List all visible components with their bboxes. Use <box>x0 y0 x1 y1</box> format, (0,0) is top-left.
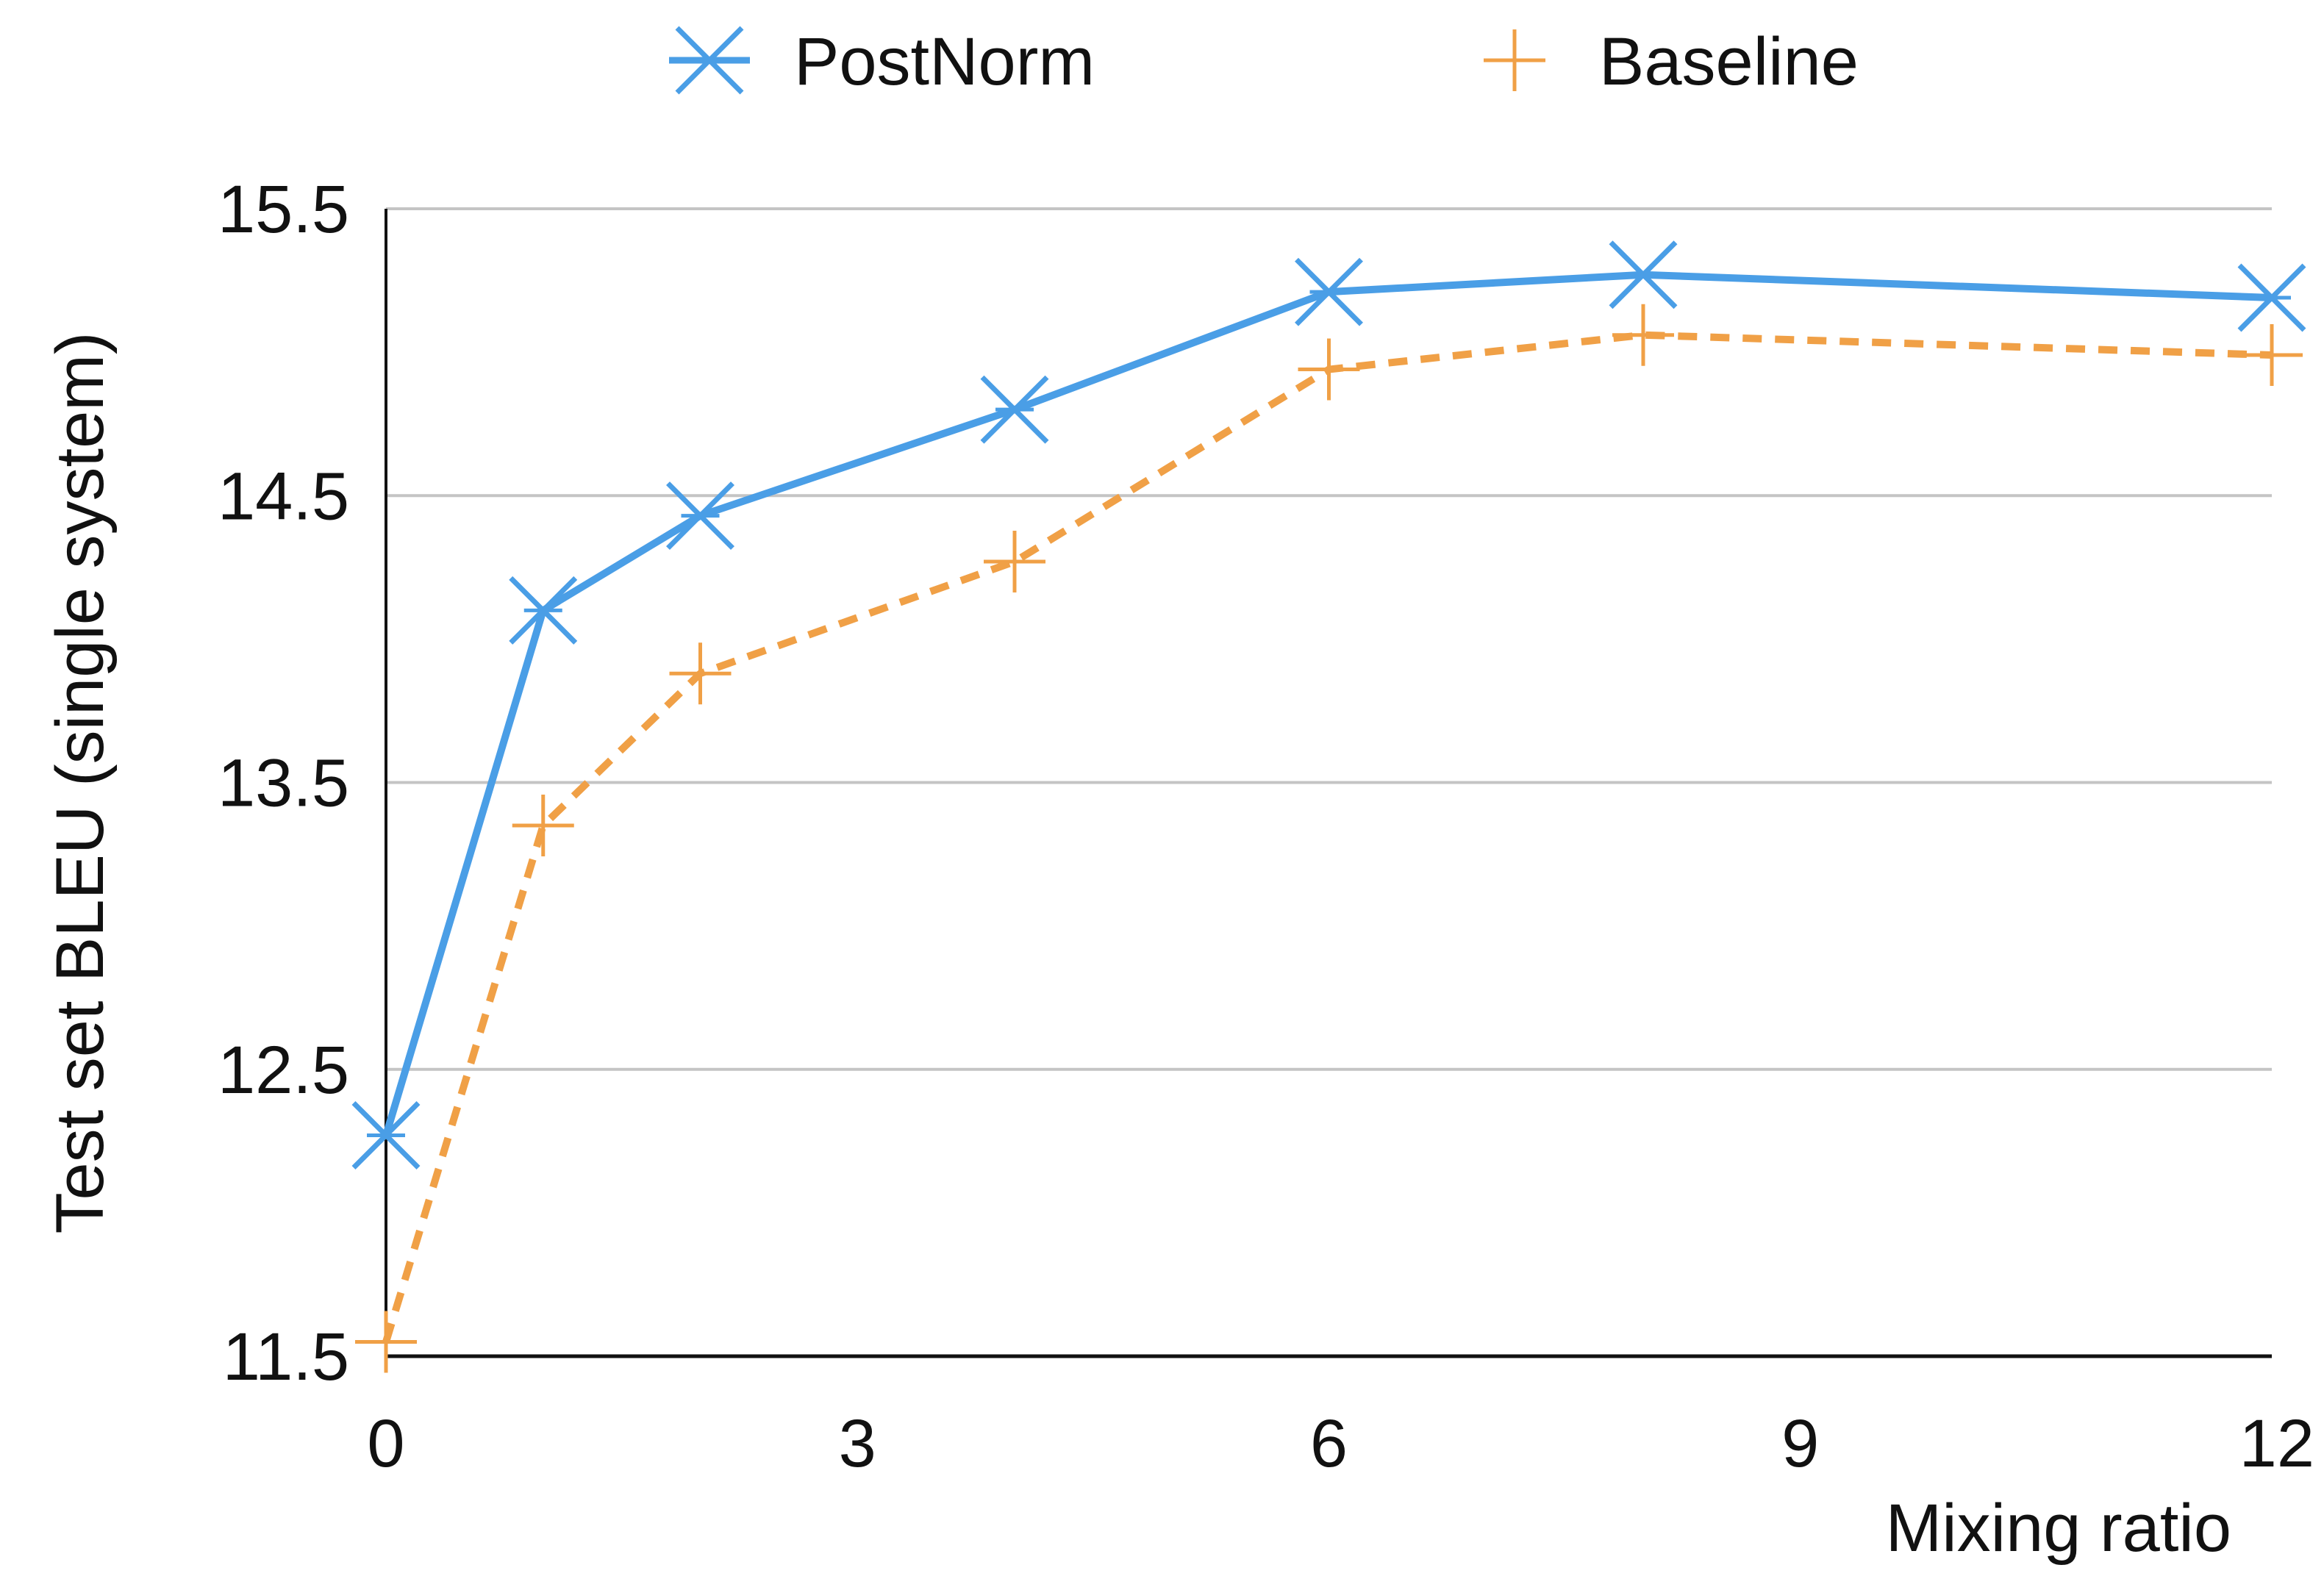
y-tick-label-0: 11.5 <box>223 1319 349 1394</box>
x-tick-label-0: 0 <box>367 1406 404 1481</box>
series-lines <box>382 271 2273 1343</box>
x-tick-label-3: 9 <box>1781 1406 1819 1481</box>
marker-baseline-5 <box>1612 304 1674 366</box>
gridlines <box>386 207 2272 1071</box>
y-tick-label-4: 15.5 <box>218 172 349 247</box>
y-tick-labels: 11.5 12.5 13.5 14.5 15.5 <box>218 172 349 1394</box>
marker-baseline-1 <box>512 795 574 857</box>
x-tick-labels: 0 3 6 9 12 <box>367 1406 2314 1481</box>
legend-item-postnorm: PostNorm <box>669 24 1095 99</box>
legend-item-baseline: Baseline <box>1484 24 1859 99</box>
marker-postnorm-0 <box>351 1101 421 1170</box>
x-axis-label: Mixing ratio <box>1886 1491 2231 1566</box>
legend-label-postnorm: PostNorm <box>794 24 1095 99</box>
marker-postnorm-4 <box>1295 257 1363 326</box>
legend-marker-baseline <box>1484 29 1545 91</box>
y-axis-label: Test set BLEU (single system) <box>43 332 118 1233</box>
marker-baseline-0 <box>355 1311 417 1373</box>
marker-postnorm-5 <box>1609 240 1678 309</box>
marker-baseline-4 <box>1298 338 1360 401</box>
marker-baseline-3 <box>984 531 1045 593</box>
legend: PostNorm Baseline <box>669 24 1859 99</box>
x-tick-label-2: 6 <box>1310 1406 1348 1481</box>
y-tick-label-1: 12.5 <box>218 1033 349 1108</box>
x-tick-label-4: 12 <box>2239 1406 2314 1481</box>
y-tick-label-2: 13.5 <box>218 746 349 821</box>
marker-postnorm-1 <box>509 576 578 645</box>
legend-label-baseline: Baseline <box>1599 24 1859 99</box>
series-markers <box>351 240 2306 1373</box>
marker-postnorm-3 <box>980 375 1049 444</box>
marker-postnorm-6 <box>2237 263 2306 332</box>
legend-marker-postnorm <box>675 26 744 95</box>
marker-baseline-6 <box>2241 324 2303 387</box>
y-tick-label-3: 14.5 <box>218 459 349 534</box>
axes <box>385 209 2272 1358</box>
marker-postnorm-2 <box>666 481 734 551</box>
x-tick-label-1: 3 <box>839 1406 876 1481</box>
marker-baseline-2 <box>669 642 732 705</box>
